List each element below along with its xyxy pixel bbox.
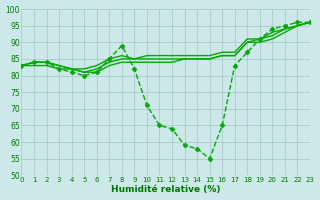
- X-axis label: Humidité relative (%): Humidité relative (%): [111, 185, 220, 194]
